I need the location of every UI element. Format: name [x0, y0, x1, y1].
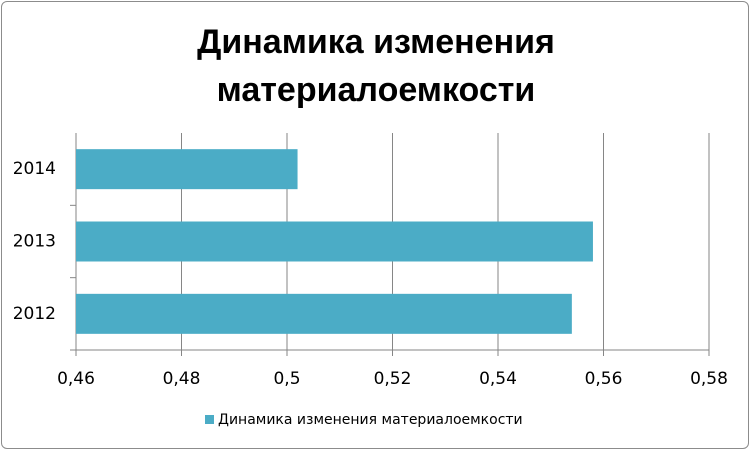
y-tick-label: 2012	[13, 304, 56, 324]
bar	[76, 221, 593, 262]
bar	[76, 293, 572, 334]
y-tick-label: 2013	[13, 232, 56, 252]
chart-title: Динамика изменения материалоемкости	[197, 23, 555, 109]
bar	[76, 149, 298, 190]
x-tick-label: 0,54	[479, 369, 517, 389]
x-tick-label: 0,58	[690, 369, 728, 389]
x-tick-label: 0,52	[374, 369, 412, 389]
legend-label: Динамика изменения материалоемкости	[218, 412, 523, 428]
x-tick-label: 0,48	[163, 369, 201, 389]
y-tick-label: 2014	[13, 159, 56, 179]
legend-swatch	[205, 415, 214, 424]
x-tick-label: 0,56	[585, 369, 623, 389]
x-tick-label: 0,46	[57, 369, 95, 389]
x-tick-label: 0,5	[273, 369, 300, 389]
